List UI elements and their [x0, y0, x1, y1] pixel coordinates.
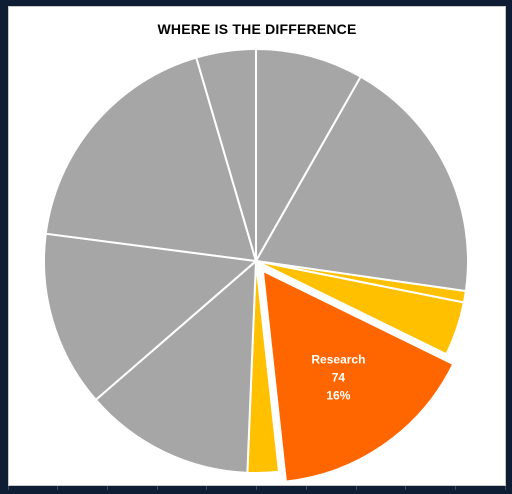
pie-slice	[255, 48, 362, 262]
bottom-axis	[8, 486, 506, 494]
slice-label-name: Research	[311, 352, 365, 366]
chart-title: WHERE IS THE DIFFERENCE	[157, 21, 357, 37]
pie-slice	[94, 260, 257, 474]
pie-slice	[44, 56, 257, 262]
pie-slice	[195, 48, 257, 262]
pie-slice	[261, 269, 455, 483]
slice-labels: Research 74 16%	[311, 352, 365, 402]
pie-slice	[255, 75, 469, 293]
slice-label-value: 74	[332, 370, 346, 384]
pie-slice	[43, 232, 257, 401]
slice-label-percent: 16%	[326, 388, 350, 402]
pie-slice	[255, 260, 465, 356]
pie-slices	[43, 48, 469, 483]
